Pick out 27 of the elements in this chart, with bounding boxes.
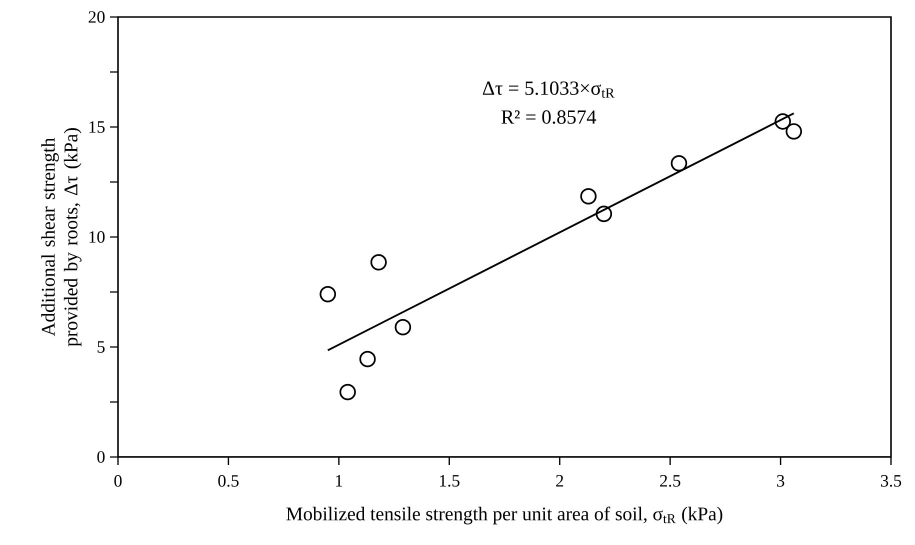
x-axis-title: Mobilized tensile strength per unit area of soil, σ$_{tR}$ (kPa) — [286, 506, 722, 524]
x-tick-label: 0.5 — [218, 475, 239, 487]
x-tick-label: 3 — [777, 475, 784, 487]
point — [394, 318, 412, 336]
point — [370, 254, 387, 270]
point — [786, 123, 802, 140]
point — [596, 206, 612, 222]
y-tick-label: 15 — [89, 121, 105, 133]
x-tick-label: 1.5 — [440, 475, 460, 487]
point — [320, 286, 336, 302]
x-tick-label: 3.5 — [880, 475, 902, 487]
x-tick-label: 0 — [114, 475, 122, 487]
point — [359, 350, 376, 368]
point — [580, 188, 597, 204]
y-tick-label: 5 — [98, 341, 105, 353]
y-tick-label: 10 — [89, 231, 105, 243]
x-tick-label: 2.5 — [660, 475, 680, 487]
x-tick-label: 2 — [556, 475, 564, 487]
annotation: Δτ = 5.1033×σ$_{tR}$ — [482, 81, 615, 98]
y-axis-title: Additional shear strength provided by roots, Δτ (kPa) — [41, 128, 82, 346]
point — [670, 155, 688, 172]
y-tick-label: 20 — [88, 11, 105, 23]
point — [339, 384, 356, 400]
y-tick-label: 0 — [97, 451, 105, 463]
x-tick-label: 1 — [336, 475, 342, 486]
point — [774, 113, 791, 130]
annotation: R² = 0.8574 — [501, 110, 596, 124]
